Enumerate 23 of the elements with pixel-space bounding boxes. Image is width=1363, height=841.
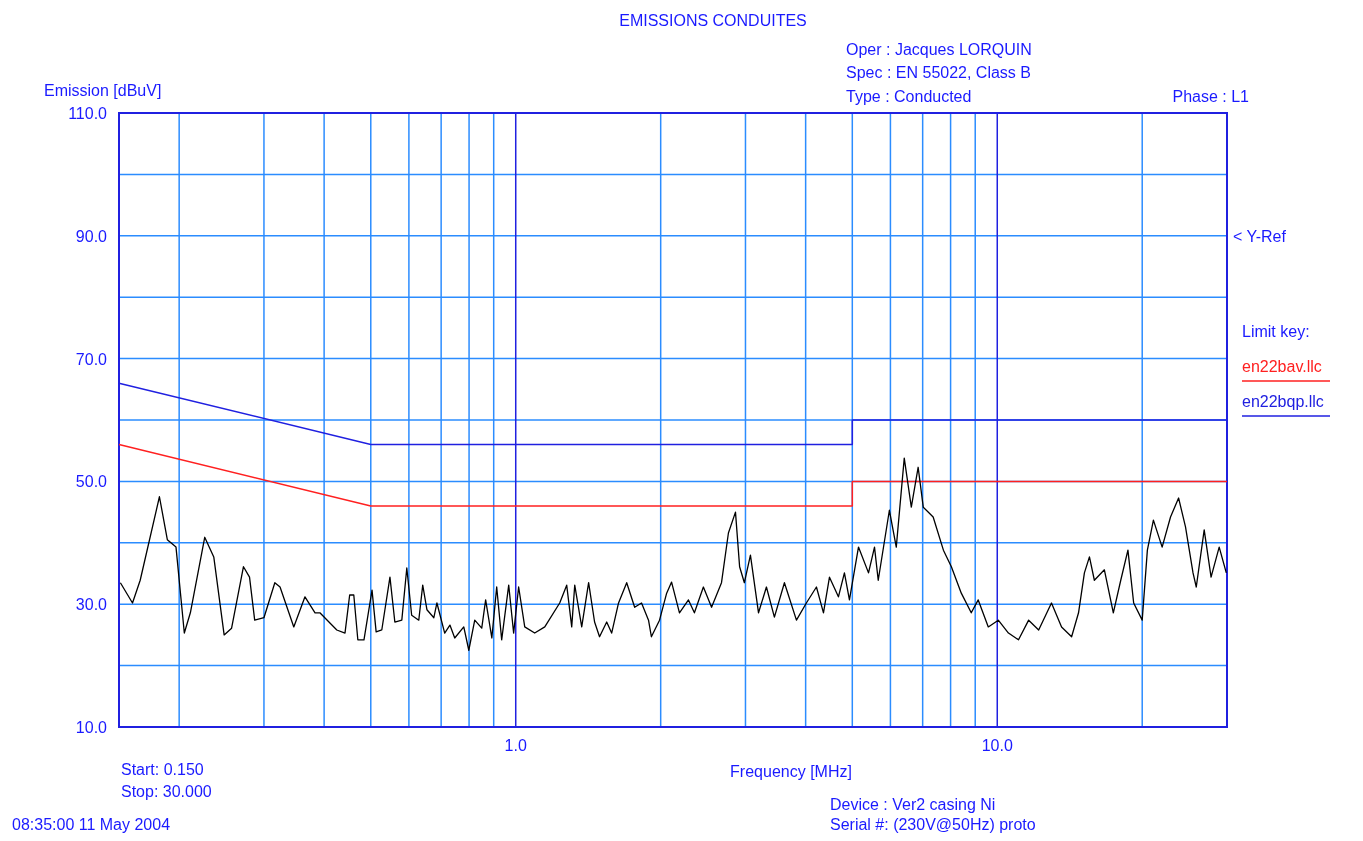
legend-title: Limit key:	[1242, 323, 1310, 340]
text: en22bav.llc	[1242, 358, 1322, 375]
y-tick-label: 50.0	[75, 473, 108, 491]
text: Device : Ver2 casing Ni	[830, 796, 996, 813]
y-tick-label: 70.0	[75, 350, 108, 368]
y-tick-label: 10.0	[75, 719, 108, 736]
text: 08:35:00 11 May 2004	[12, 816, 171, 833]
y-tick-label: 30.0	[75, 596, 108, 614]
y-tick-label: 90.0	[75, 227, 108, 245]
y-axis-title: Emission [dBuV]	[44, 82, 162, 99]
text: Serial #: (230V@50Hz) proto	[830, 816, 1036, 833]
x-tick-label: 1.0	[504, 737, 527, 754]
y-tick-label: 110.0	[68, 105, 108, 122]
text: Stop: 30.000	[121, 783, 212, 800]
text: Start: 0.150	[121, 761, 204, 778]
x-axis-title: Frequency [MHz]	[730, 763, 852, 780]
chart-title: EMISSIONS CONDUITES	[619, 12, 807, 29]
text: Oper : Jacques LORQUIN	[846, 41, 1032, 58]
text: Phase : L1	[1172, 88, 1250, 105]
text: Type : Conducted	[846, 88, 972, 105]
text: Spec : EN 55022, Class B	[846, 64, 1031, 81]
series-label: en22bqp.llc	[1242, 393, 1324, 410]
text: < Y-Ref	[1233, 228, 1287, 245]
